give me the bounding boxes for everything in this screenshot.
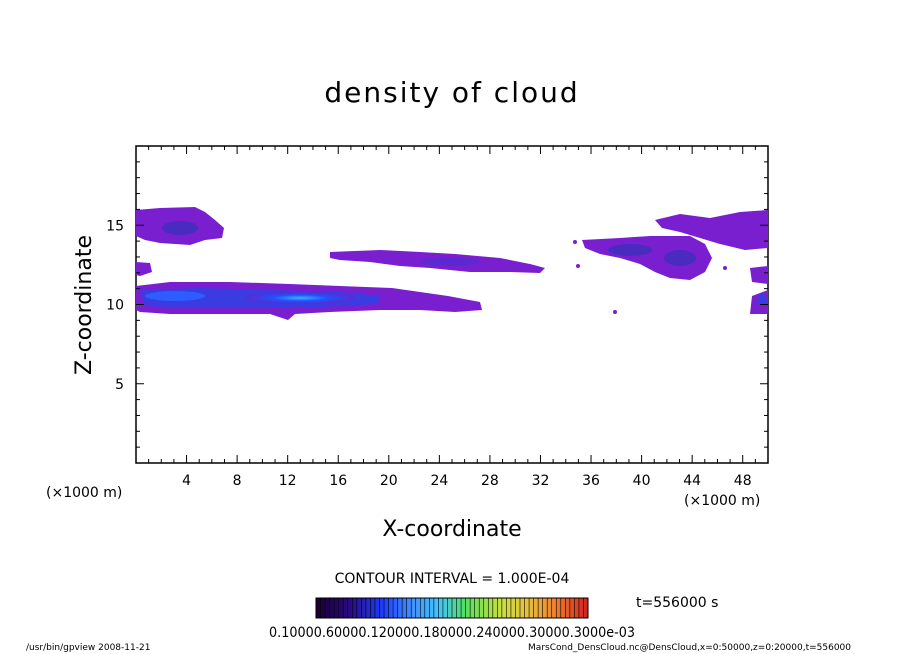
x-tick-label: 32 bbox=[532, 473, 550, 489]
x-axis-label: X-coordinate bbox=[382, 517, 521, 542]
x-tick-label: 24 bbox=[430, 473, 448, 489]
y-axis-ticks: 5 10 15 bbox=[106, 145, 768, 464]
x-tick-label: 44 bbox=[683, 473, 701, 489]
footer-left: /usr/bin/gpview 2008-11-21 bbox=[26, 643, 150, 653]
main-band bbox=[136, 282, 482, 320]
time-label: t=556000 s bbox=[636, 595, 718, 611]
x-tick-label: 4 bbox=[182, 473, 191, 489]
colorbar-ticks bbox=[320, 598, 584, 618]
y-axis-label: Z-coordinate bbox=[72, 235, 97, 375]
x-tick-label: 8 bbox=[233, 473, 242, 489]
y-tick-label: 5 bbox=[115, 377, 124, 393]
x-tick-label: 20 bbox=[380, 473, 398, 489]
x-tick-label: 12 bbox=[279, 473, 297, 489]
x-tick-label: 28 bbox=[481, 473, 499, 489]
footer-right: MarsCond_DensCloud.nc@DensCloud,x=0:5000… bbox=[528, 643, 851, 653]
x-tick-label: 40 bbox=[633, 473, 651, 489]
x-unit-left: (×1000 m) bbox=[46, 485, 122, 501]
x-axis-ticks: 4 8 12 16 20 24 28 32 36 40 44 48 bbox=[135, 146, 769, 489]
x-tick-label: 48 bbox=[734, 473, 752, 489]
right-edge-cloud bbox=[573, 210, 768, 314]
x-tick-label: 16 bbox=[329, 473, 347, 489]
y-tick-label: 10 bbox=[106, 298, 124, 314]
chart-title: density of cloud bbox=[324, 76, 579, 109]
y-tick-label: 15 bbox=[106, 218, 124, 234]
right-cloud bbox=[582, 236, 712, 280]
x-unit-right: (×1000 m) bbox=[684, 493, 760, 509]
contour-interval-label: CONTOUR INTERVAL = 1.000E-04 bbox=[335, 571, 570, 587]
cloud-contours bbox=[136, 207, 768, 320]
x-tick-label: 36 bbox=[582, 473, 600, 489]
mid-cloud bbox=[330, 250, 545, 273]
colorbar-labels: 0.10000.60000.120000.180000.240000.30000… bbox=[269, 625, 635, 641]
